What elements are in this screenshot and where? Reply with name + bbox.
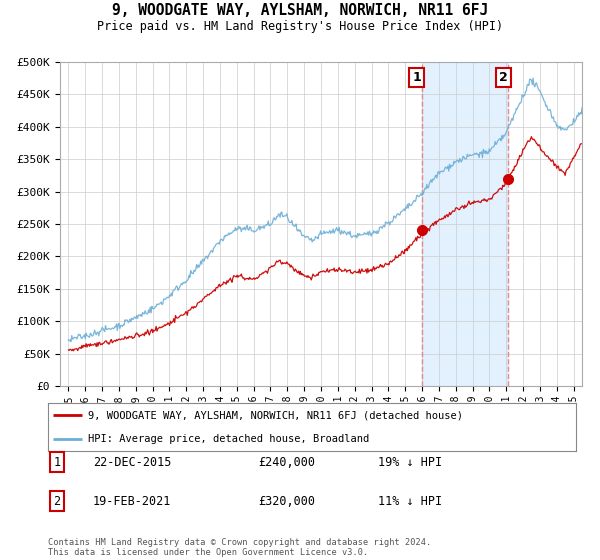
Text: 1: 1 (53, 455, 61, 469)
Text: 2: 2 (499, 71, 508, 85)
Text: 11% ↓ HPI: 11% ↓ HPI (378, 494, 442, 508)
Text: £240,000: £240,000 (258, 455, 315, 469)
Text: 22-DEC-2015: 22-DEC-2015 (93, 455, 172, 469)
Text: Price paid vs. HM Land Registry's House Price Index (HPI): Price paid vs. HM Land Registry's House … (97, 20, 503, 32)
Text: Contains HM Land Registry data © Crown copyright and database right 2024.
This d: Contains HM Land Registry data © Crown c… (48, 538, 431, 557)
Text: HPI: Average price, detached house, Broadland: HPI: Average price, detached house, Broa… (88, 434, 369, 444)
Text: 9, WOODGATE WAY, AYLSHAM, NORWICH, NR11 6FJ: 9, WOODGATE WAY, AYLSHAM, NORWICH, NR11 … (112, 3, 488, 18)
Text: £320,000: £320,000 (258, 494, 315, 508)
Text: 2: 2 (53, 494, 61, 508)
Text: 19% ↓ HPI: 19% ↓ HPI (378, 455, 442, 469)
Text: 9, WOODGATE WAY, AYLSHAM, NORWICH, NR11 6FJ (detached house): 9, WOODGATE WAY, AYLSHAM, NORWICH, NR11 … (88, 410, 463, 420)
Text: 1: 1 (412, 71, 421, 85)
Text: 19-FEB-2021: 19-FEB-2021 (93, 494, 172, 508)
Bar (422, 62, 508, 386)
